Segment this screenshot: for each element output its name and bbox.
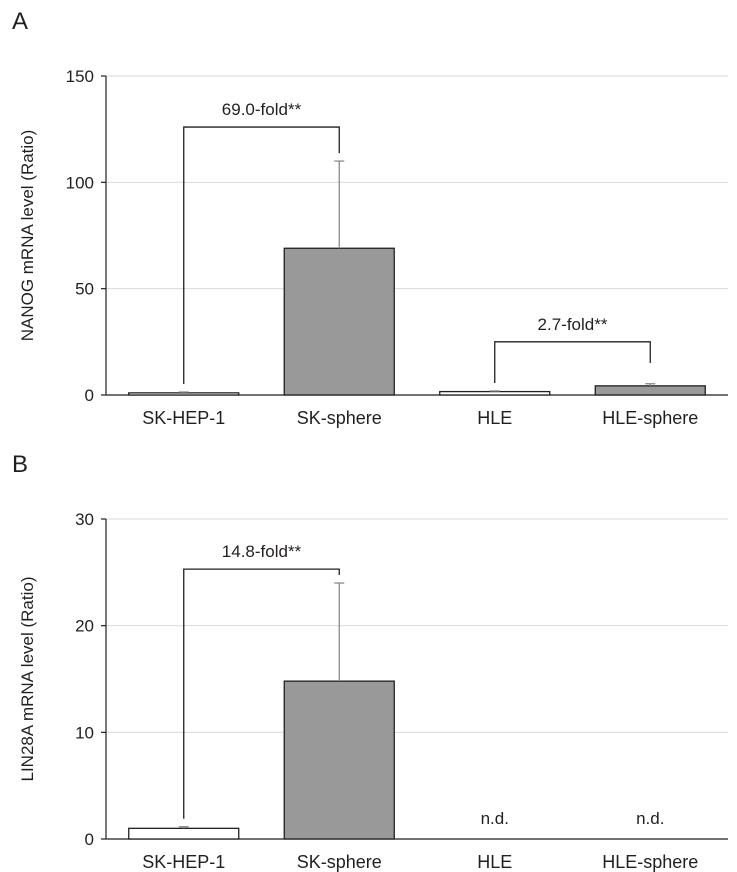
bar (283, 247, 395, 396)
significance-label: 2.7-fold** (538, 315, 608, 334)
y-tick-label: 50 (75, 280, 94, 299)
x-tick-label: SK-sphere (297, 408, 382, 428)
x-tick-label: SK-HEP-1 (142, 852, 225, 872)
y-tick-label: 150 (66, 67, 94, 86)
bar (283, 680, 395, 840)
bar (439, 390, 551, 396)
panel-label-a: A (12, 8, 29, 35)
significance-bracket (183, 568, 340, 819)
bar (594, 385, 706, 396)
x-tick-label: HLE (477, 408, 512, 428)
y-tick-label: 30 (75, 510, 94, 529)
data-label: n.d. (481, 809, 509, 828)
panel-label-b: B (12, 451, 29, 478)
y-axis-title: LIN28A mRNA level (Ratio) (18, 576, 37, 781)
y-tick-label: 10 (75, 723, 94, 742)
bar (128, 827, 240, 840)
y-tick-label: 100 (66, 173, 94, 192)
y-tick-label: 20 (75, 617, 94, 636)
y-axis-title: NANOG mRNA level (Ratio) (18, 130, 37, 342)
chart-b: 0 10 20 30 LIN28A mRNA level (Ratio) SK-HEP-1… (18, 510, 728, 872)
x-tick-label: HLE (477, 852, 512, 872)
significance-bracket (494, 341, 651, 383)
x-tick-label: SK-HEP-1 (142, 408, 225, 428)
y-tick-label: 0 (85, 830, 94, 849)
x-tick-label: HLE-sphere (602, 408, 698, 428)
bar (128, 392, 240, 396)
significance-label: 69.0-fold** (222, 100, 302, 119)
y-tick-label: 0 (85, 386, 94, 405)
x-tick-label: SK-sphere (297, 852, 382, 872)
significance-label: 14.8-fold** (222, 542, 302, 561)
x-tick-label: HLE-sphere (602, 852, 698, 872)
significance-bracket (183, 126, 340, 385)
chart-a: 0 50 100 150 NANOG mRNA level (Ratio) SK-HEP-… (18, 67, 728, 428)
data-label: n.d. (636, 809, 664, 828)
